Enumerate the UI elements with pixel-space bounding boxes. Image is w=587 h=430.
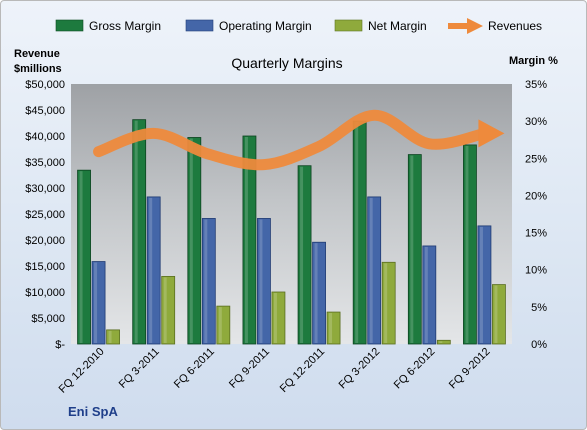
bar-highlight	[218, 307, 222, 343]
bar-net-margin	[161, 275, 176, 345]
bar-operating-margin	[367, 196, 382, 345]
bar-highlight	[79, 171, 83, 343]
right-tick-label: 5%	[531, 302, 547, 314]
right-axis: 0% 5% 10% 15% 20% 25% 30% 35%	[525, 79, 547, 351]
bar-gross-margin	[463, 144, 477, 345]
left-tick-label: $-	[55, 339, 65, 351]
bar-highlight	[189, 138, 193, 343]
bar-operating-margin	[201, 218, 216, 345]
bar-gross-margin	[77, 169, 91, 345]
revenues-line	[93, 109, 490, 171]
legend-swatch-gross-margin	[55, 19, 84, 32]
category-label: FQ 6-2011	[172, 346, 217, 391]
left-tick-label: $20,000	[25, 235, 65, 247]
category-label: FQ 6-2012	[392, 346, 438, 392]
right-tick-label: 25%	[525, 153, 547, 165]
company-name: Eni SpA	[68, 404, 118, 419]
left-axis-title-line1: Revenue	[14, 48, 60, 60]
bar-highlight	[384, 263, 388, 343]
left-tick-label: $50,000	[25, 79, 65, 91]
bar-highlight	[424, 246, 428, 343]
bar-operating-margin	[477, 225, 492, 345]
bar-gross-margin	[297, 165, 312, 345]
bar-highlight	[329, 313, 333, 343]
left-tick-label: $15,000	[25, 261, 65, 273]
legend-swatch-operating-margin	[185, 19, 214, 32]
bar-net-margin	[381, 261, 396, 345]
bar-highlight	[410, 155, 414, 343]
right-axis-title: Margin %	[509, 55, 558, 67]
left-tick-label: $30,000	[25, 183, 65, 195]
right-tick-label: 0%	[531, 339, 547, 351]
category-label: FQ 3-2011	[117, 346, 162, 391]
bar-highlight	[108, 330, 112, 343]
bar-highlight	[204, 219, 208, 343]
bar-highlight	[494, 285, 498, 343]
bar-highlight	[369, 197, 373, 343]
left-tick-label: $10,000	[25, 287, 65, 299]
left-tick-label: $35,000	[25, 157, 65, 169]
chart-title: Quarterly Margins	[231, 55, 342, 71]
right-tick-label: 30%	[525, 116, 547, 128]
bar-highlight	[163, 277, 167, 343]
right-tick-label: 20%	[525, 190, 547, 202]
bar-gross-margin	[352, 120, 367, 345]
bar-net-margin	[492, 284, 506, 345]
legend-label-revenues: Revenues	[488, 19, 542, 33]
right-tick-label: 35%	[525, 79, 547, 91]
legend-label-operating-margin: Operating Margin	[219, 19, 312, 33]
bar-net-margin	[436, 339, 451, 345]
category-label: FQ 9-2012	[447, 346, 493, 392]
category-label: FQ 12-2011	[278, 346, 327, 395]
legend-label-net-margin: Net Margin	[368, 19, 427, 33]
category-axis: FQ 12-2010 FQ 3-2011 FQ 6-2011 FQ 9-2011 FQ …	[57, 346, 493, 396]
bar-highlight	[300, 166, 304, 343]
bar-gross-margin	[187, 137, 202, 345]
left-tick-label: $40,000	[25, 131, 65, 143]
left-tick-label: $45,000	[25, 105, 65, 117]
legend: Gross Margin Operating Margin Net Margin…	[55, 18, 542, 34]
right-tick-label: 10%	[525, 265, 547, 277]
legend-swatch-net-margin	[334, 19, 363, 32]
left-axis-title-line2: $millions	[14, 63, 62, 75]
bar-highlight	[149, 197, 153, 343]
bar-highlight	[355, 122, 359, 344]
category-label: FQ 3-2012	[337, 346, 383, 392]
bar-highlight	[439, 341, 443, 343]
bars	[77, 119, 506, 345]
left-tick-label: $25,000	[25, 209, 65, 221]
bar-operating-margin	[422, 245, 437, 345]
bar-net-margin	[106, 329, 120, 345]
bar-gross-margin	[132, 119, 147, 345]
right-tick-label: 15%	[525, 228, 547, 240]
bar-highlight	[244, 137, 248, 343]
bar-operating-margin	[257, 218, 271, 345]
revenue-line	[93, 109, 505, 171]
bar-operating-margin	[146, 196, 161, 345]
bar-operating-margin	[91, 261, 106, 345]
bar-highlight	[314, 243, 318, 343]
bar-highlight	[273, 293, 277, 343]
left-tick-label: $5,000	[31, 313, 65, 325]
legend-label-gross-margin: Gross Margin	[89, 19, 161, 33]
bar-net-margin	[216, 305, 231, 345]
bar-highlight	[479, 226, 483, 343]
bar-highlight	[259, 219, 263, 343]
bar-net-margin	[326, 311, 341, 345]
bar-gross-margin	[242, 135, 257, 345]
bar-net-margin	[271, 291, 286, 345]
category-label: FQ 9-2011	[227, 346, 272, 391]
bar-highlight	[94, 262, 98, 343]
bar-highlight	[465, 145, 469, 343]
bar-gross-margin	[407, 154, 422, 345]
left-axis: $- $5,000 $10,000 $15,000 $20,000 $25,000 $30,…	[25, 79, 65, 351]
legend-swatch-revenues	[448, 18, 483, 34]
bar-operating-margin	[312, 241, 326, 345]
category-label: FQ 12-2010	[57, 346, 107, 396]
bar-highlight	[134, 120, 138, 344]
revenues-arrowhead	[478, 119, 505, 148]
